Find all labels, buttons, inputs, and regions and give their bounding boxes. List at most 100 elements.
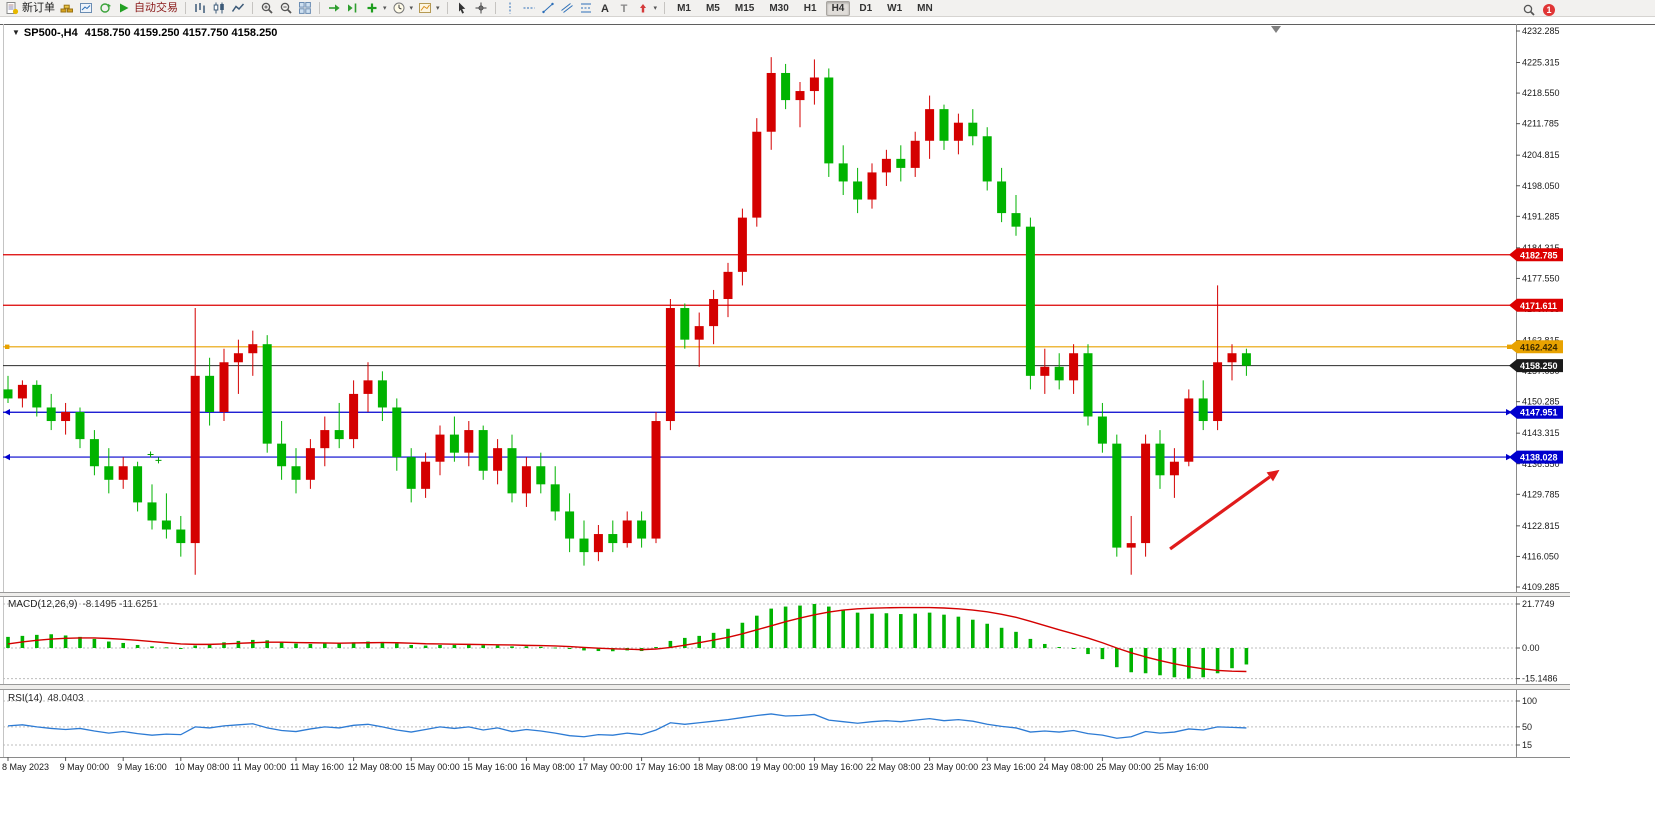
toolbar-separator xyxy=(494,2,496,14)
timeframe-m5-button[interactable]: M5 xyxy=(705,2,720,14)
zoom-out-button[interactable] xyxy=(277,1,295,16)
svg-text:4136.550: 4136.550 xyxy=(1522,459,1560,469)
tile-windows-button[interactable] xyxy=(296,1,314,16)
rsi-panel: 100 50 15 xyxy=(3,696,1537,750)
auto-scroll-button[interactable] xyxy=(325,1,343,16)
clock-icon xyxy=(393,2,405,14)
toolbar-separator xyxy=(664,2,666,14)
chart-title: ▼ SP500-,H4 4158.750 4159.250 4157.750 415… xyxy=(12,27,277,39)
zoom-in-button[interactable] xyxy=(258,1,276,16)
svg-text:19 May 16:00: 19 May 16:00 xyxy=(808,762,863,772)
timeframe-h1-button[interactable]: H1 xyxy=(803,2,817,14)
dropdown-caret-icon: ▾ xyxy=(436,5,440,12)
linechart-icon xyxy=(231,3,245,12)
dropdown-caret-icon: ▾ xyxy=(653,5,658,12)
timeframe-h4-button[interactable]: H4 xyxy=(825,0,851,16)
rsi-label: RSI(14) 48.0403 xyxy=(8,693,84,704)
svg-text:4143.315: 4143.315 xyxy=(1522,428,1560,438)
horizontal-line-button[interactable] xyxy=(520,1,538,16)
toolbar-right-group: 1 xyxy=(1520,2,1555,17)
search-icon xyxy=(1523,4,1535,16)
svg-text:21.7749: 21.7749 xyxy=(1522,599,1555,609)
svg-text:100: 100 xyxy=(1522,696,1537,706)
macd-name: MACD(12,26,9) xyxy=(8,599,78,610)
text-button[interactable]: A xyxy=(596,1,614,16)
symbol-dropdown-caret[interactable]: ▼ xyxy=(12,28,20,37)
svg-text:4171.611: 4171.611 xyxy=(1520,301,1557,311)
timeframe-m30-button[interactable]: M30 xyxy=(769,2,789,14)
svg-text:4147.951: 4147.951 xyxy=(1520,408,1558,418)
price-tags: 4182.785 4171.611 4162.424 4147.951 4138.028… xyxy=(1509,248,1563,464)
arrows-icon xyxy=(639,4,646,13)
trendline-icon xyxy=(541,2,554,14)
autoscroll-icon xyxy=(329,4,340,12)
svg-text:4177.550: 4177.550 xyxy=(1522,273,1560,283)
indicators-button[interactable]: ▾ xyxy=(363,1,389,16)
svg-text:15 May 16:00: 15 May 16:00 xyxy=(463,762,518,772)
search-button[interactable] xyxy=(1520,2,1538,17)
new-order-icon xyxy=(6,2,19,15)
line-chart-button[interactable] xyxy=(229,1,247,16)
timeframe-mn-button[interactable]: MN xyxy=(917,2,933,14)
svg-text:4116.050: 4116.050 xyxy=(1522,551,1559,561)
arrows-button[interactable]: ▾ xyxy=(634,1,660,16)
svg-text:4211.785: 4211.785 xyxy=(1522,119,1559,129)
zoom-in-icon xyxy=(261,2,273,14)
svg-text:A: A xyxy=(601,3,609,15)
svg-text:4138.028: 4138.028 xyxy=(1520,453,1558,463)
dropdown-caret-icon: ▾ xyxy=(409,5,414,12)
bars-icon xyxy=(195,3,205,13)
autotrade-button[interactable]: 自动交易 xyxy=(115,1,180,16)
svg-text:4150.285: 4150.285 xyxy=(1522,397,1560,407)
fibonacci-button[interactable] xyxy=(577,1,595,16)
vertical-line-button[interactable] xyxy=(501,1,519,16)
channel-icon xyxy=(560,3,573,13)
cursor-button[interactable] xyxy=(453,1,471,16)
candlestick-button[interactable] xyxy=(210,1,228,16)
timeframe-m15-button[interactable]: M15 xyxy=(734,2,755,14)
refresh-button[interactable] xyxy=(96,1,114,16)
periods-button[interactable]: ▾ xyxy=(390,1,416,16)
svg-text:4129.785: 4129.785 xyxy=(1522,489,1560,499)
trend-arrow xyxy=(1169,475,1271,551)
zoom-out-icon xyxy=(280,2,292,14)
svg-text:4109.285: 4109.285 xyxy=(1522,582,1560,592)
shift-icon xyxy=(348,3,357,13)
svg-text:15: 15 xyxy=(1522,740,1532,750)
crosshair-button[interactable] xyxy=(472,1,490,16)
play-icon xyxy=(120,3,129,13)
timeframe-w1-button[interactable]: W1 xyxy=(887,2,903,14)
text-label-button[interactable]: T xyxy=(615,1,633,16)
timeframe-d1-button[interactable]: D1 xyxy=(859,2,873,14)
notification-badge[interactable]: 1 xyxy=(1543,3,1555,16)
quotes-button[interactable] xyxy=(58,1,76,16)
svg-text:4232.285: 4232.285 xyxy=(1522,26,1560,36)
rsi-value: 48.0403 xyxy=(47,693,84,704)
svg-text:4162.424: 4162.424 xyxy=(1520,342,1558,352)
chart-shift-marker xyxy=(1271,26,1281,33)
horizontal-lines xyxy=(3,254,1516,461)
rsi-name: RSI(14) xyxy=(8,693,43,704)
chart-shift-button[interactable] xyxy=(344,1,362,16)
gold-icon xyxy=(60,4,73,13)
macd-label: MACD(12,26,9) -8.1495 -11.6251 xyxy=(8,599,158,610)
trendline-button[interactable] xyxy=(539,1,557,16)
new-order-button[interactable]: 新订单 xyxy=(3,1,57,16)
grid-icon xyxy=(299,2,311,14)
timeframe-m1-button[interactable]: M1 xyxy=(677,2,691,14)
svg-text:24 May 08:00: 24 May 08:00 xyxy=(1039,762,1094,772)
svg-text:0.00: 0.00 xyxy=(1522,643,1540,653)
svg-text:25 May 00:00: 25 May 00:00 xyxy=(1096,762,1151,772)
chart-window-button[interactable] xyxy=(77,1,95,16)
svg-text:9 May 00:00: 9 May 00:00 xyxy=(60,762,110,772)
svg-text:4204.815: 4204.815 xyxy=(1522,150,1560,160)
chart-window-icon xyxy=(80,3,92,13)
channel-button[interactable] xyxy=(558,1,576,16)
svg-text:11 May 16:00: 11 May 16:00 xyxy=(290,762,344,772)
svg-text:50: 50 xyxy=(1522,722,1532,732)
templates-button[interactable]: ▾ xyxy=(416,1,442,16)
crosshair-icon xyxy=(475,2,487,14)
chart-frame xyxy=(0,24,1655,758)
bar-chart-button[interactable] xyxy=(191,1,209,16)
